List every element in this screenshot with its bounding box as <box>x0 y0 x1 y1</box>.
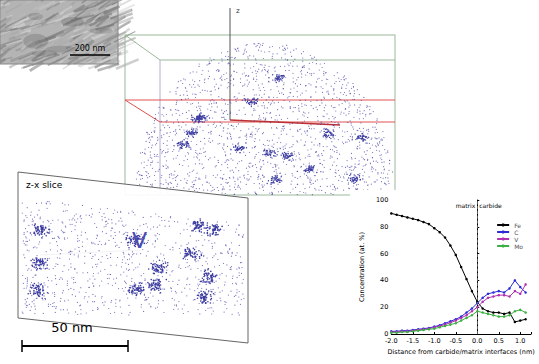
svg-text:matrix: matrix <box>456 202 476 209</box>
svg-text:-2.0: -2.0 <box>385 337 398 345</box>
svg-text:-1.5: -1.5 <box>406 337 419 345</box>
svg-text:Mo: Mo <box>514 243 523 250</box>
svg-text:40: 40 <box>380 276 388 284</box>
svg-text:Distance from carbide/matrix i: Distance from carbide/matrix interfaces … <box>387 348 534 356</box>
svg-text:V: V <box>132 228 147 253</box>
svg-text:-0.5: -0.5 <box>449 337 462 345</box>
svg-text:80: 80 <box>380 223 388 231</box>
svg-text:z-x slice: z-x slice <box>26 180 63 190</box>
svg-text:100: 100 <box>376 196 388 204</box>
svg-text:Concentration (at. %): Concentration (at. %) <box>358 232 366 302</box>
svg-text:60: 60 <box>380 250 388 258</box>
svg-text:Fe: Fe <box>514 222 521 229</box>
svg-text:200 nm: 200 nm <box>75 44 106 53</box>
svg-text:C: C <box>514 229 518 236</box>
svg-text:1.0: 1.0 <box>515 337 525 345</box>
svg-text:20: 20 <box>380 303 388 311</box>
svg-text:0.0: 0.0 <box>472 337 482 345</box>
svg-text:z: z <box>236 7 240 15</box>
svg-text:0: 0 <box>384 330 389 338</box>
svg-text:-1.0: -1.0 <box>428 337 441 345</box>
svg-text:carbide: carbide <box>479 202 502 209</box>
svg-text:50 nm: 50 nm <box>51 320 93 335</box>
svg-text:V: V <box>514 236 519 243</box>
svg-text:0.5: 0.5 <box>494 337 504 345</box>
